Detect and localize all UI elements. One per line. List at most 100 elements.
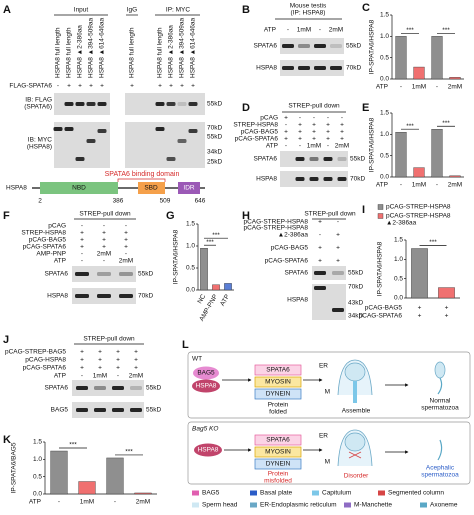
band [130, 408, 142, 412]
y-tick-label: 1.5 [33, 439, 42, 446]
bar [106, 457, 124, 495]
x-axis-title: ATP [376, 182, 388, 189]
row-cell: + [98, 365, 102, 372]
legend-swatch [250, 502, 257, 508]
row-cell: + [284, 136, 288, 143]
row-cell: 1mM [307, 143, 321, 150]
row-cell: + [134, 365, 138, 372]
blot [72, 402, 144, 418]
row-cell: + [169, 83, 173, 90]
band [155, 102, 165, 106]
bar [134, 492, 152, 495]
row-cell: + [326, 122, 330, 129]
domain-position: 2 [38, 198, 42, 205]
structure-label: ER [319, 363, 328, 370]
y-axis-title: IP-SPATA6/HSPA8 [369, 117, 376, 172]
band [177, 102, 187, 106]
step-label: Assemble [342, 408, 371, 415]
row-cell: + [134, 349, 138, 356]
panel-a-decor [32, 14, 205, 194]
row-label: ATP [54, 373, 66, 380]
y-tick-label: 1.0 [380, 131, 389, 138]
blot [125, 122, 205, 168]
row-cell: + [100, 83, 104, 90]
band [314, 44, 326, 48]
lane-label: HSPA8 ▲394-509aa [179, 17, 186, 78]
legend-swatch [377, 213, 384, 219]
band [314, 66, 326, 70]
row-label: pCAG-BAG5 [365, 305, 403, 312]
y-tick-label: 1.0 [394, 256, 403, 263]
y-axis-title: IP-SPATA6/HSPA8 [377, 241, 384, 296]
legend-label: Segmented column [388, 490, 444, 497]
y-tick-label: 1.5 [380, 12, 389, 19]
y-axis-title: IP-SPATA6/HSPA8 [173, 229, 180, 284]
row-cell: - [299, 115, 301, 122]
y-tick-label: 0.5 [394, 275, 403, 282]
mw-marker: 70kD [207, 125, 222, 132]
row-cell: + [445, 305, 449, 312]
row-cell: + [80, 230, 84, 237]
band [177, 139, 187, 143]
lane-label: HSPA8 ▲2-386aa [77, 25, 84, 78]
condition-tag: WT [192, 356, 202, 363]
band [112, 408, 124, 412]
band [75, 102, 85, 106]
x-tick-label: - [436, 182, 438, 189]
state-label: Protein [268, 402, 289, 409]
state-label: folded [269, 409, 287, 416]
legend-swatch [344, 502, 351, 508]
mw-marker: 70kD [350, 176, 365, 183]
row-cell: + [134, 357, 138, 364]
band [75, 157, 85, 161]
legend-label: Sperm head [202, 502, 238, 509]
bar [413, 66, 425, 80]
row-label: pCAG-STREP-HSPA8 [243, 219, 308, 226]
bar [212, 284, 220, 291]
row-cell: - [81, 223, 83, 230]
row-label: pCAG [48, 223, 66, 230]
title-lines [74, 18, 346, 345]
x-axis-title: ATP [29, 499, 41, 506]
significance-label: *** [406, 123, 414, 130]
band [309, 177, 319, 181]
protein-label: SPATA6 [266, 367, 290, 374]
y-tick-label: 0.0 [380, 174, 389, 181]
mw-marker: 70kD [138, 293, 153, 300]
panel-label: J [3, 334, 9, 346]
result-label: spermatozoa [421, 405, 459, 412]
panel-label: I [362, 204, 365, 216]
row-cell: + [418, 313, 422, 320]
row-cell: + [336, 245, 340, 252]
row-cell: - [285, 143, 287, 150]
mw-marker: 43kD [348, 300, 363, 307]
protein-label: MYOSIN [265, 379, 291, 386]
row-cell: + [318, 219, 322, 226]
panel-label: B [242, 4, 250, 16]
band [282, 44, 294, 48]
row-cell: - [117, 373, 119, 380]
row-label: pCAG-BAG5 [241, 129, 279, 136]
row-cell: + [116, 349, 120, 356]
x-tick-label: - [114, 499, 116, 506]
x-tick-label: ATP [219, 293, 231, 307]
row-cell: + [326, 129, 330, 136]
blot-label: BAG5 [51, 407, 69, 414]
legend-label: ER-Endoplasmic reticulum [260, 502, 337, 509]
domain-position: 646 [195, 198, 206, 205]
band [295, 177, 305, 181]
bar [200, 247, 208, 291]
row-cell: + [80, 237, 84, 244]
lane-label: HSPA8 ▲2-386aa [168, 25, 175, 78]
significance-label: *** [206, 239, 214, 246]
structure-label: M [325, 459, 330, 466]
bar [50, 450, 68, 495]
legend-label: BAG5 [202, 490, 220, 497]
row-label: pCAG-SPATA6 [359, 313, 403, 320]
row-label: pCAG-BAG5 [271, 245, 309, 252]
row-cell: - [57, 83, 59, 90]
panel-title: STREP-pull down [288, 103, 340, 110]
protein-label: DYNEIN [266, 391, 291, 398]
blot-label: IB: FLAG [25, 97, 52, 104]
